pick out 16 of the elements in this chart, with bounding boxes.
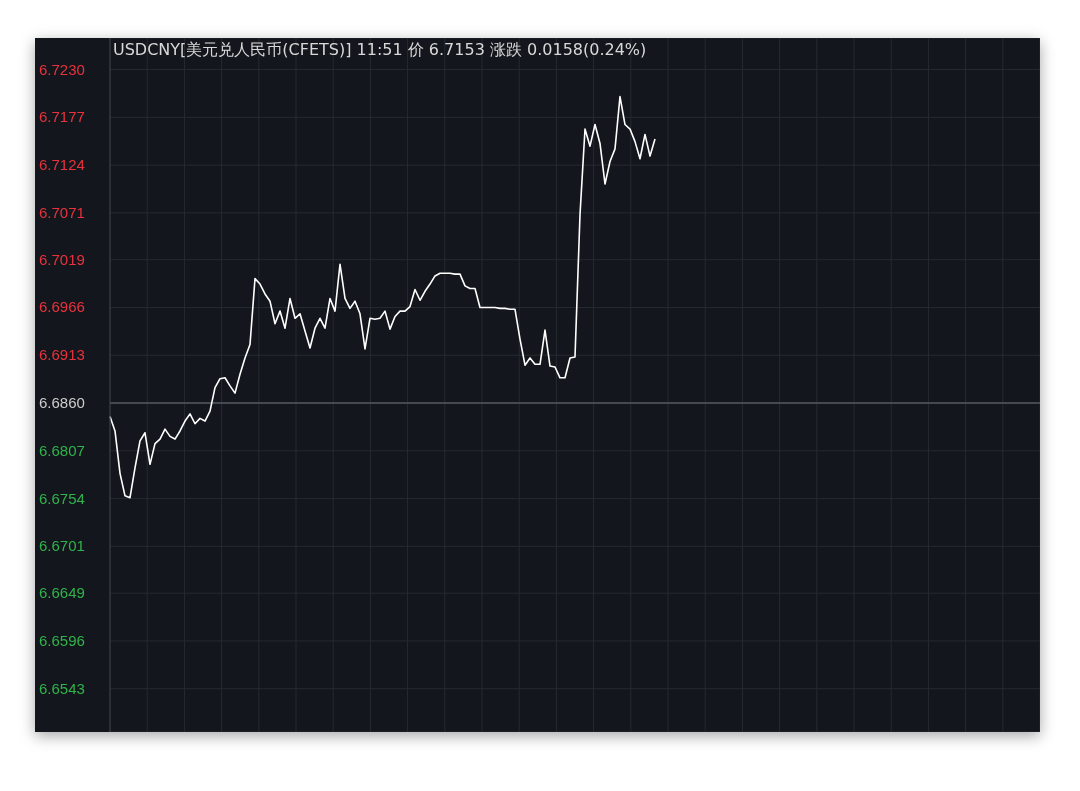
chart-title: USDCNY[美元兑人民币(CFETS)] 11:51 价 6.7153 涨跌 0.0158(0.24%)	[113, 40, 647, 61]
line-series	[109, 95, 656, 499]
y-tick-label: 6.6701	[39, 537, 85, 555]
y-tick-label: 6.6966	[39, 298, 85, 316]
y-tick-label: 6.7019	[39, 250, 85, 268]
y-tick-label: 6.6596	[39, 631, 85, 649]
y-tick-label: 6.6807	[39, 441, 85, 459]
y-tick-label: 6.6649	[39, 584, 85, 602]
y-tick-label: 6.6543	[39, 679, 85, 697]
y-tick-label: 6.6913	[39, 346, 85, 364]
y-tick-label: 6.7230	[39, 60, 85, 78]
y-tick-label: 6.6754	[39, 489, 85, 507]
y-tick-label: 6.7071	[39, 203, 85, 221]
y-tick-label: 6.7177	[39, 108, 85, 126]
y-tick-label: 6.7124	[39, 156, 85, 174]
y-tick-label: 6.6860	[39, 394, 85, 412]
